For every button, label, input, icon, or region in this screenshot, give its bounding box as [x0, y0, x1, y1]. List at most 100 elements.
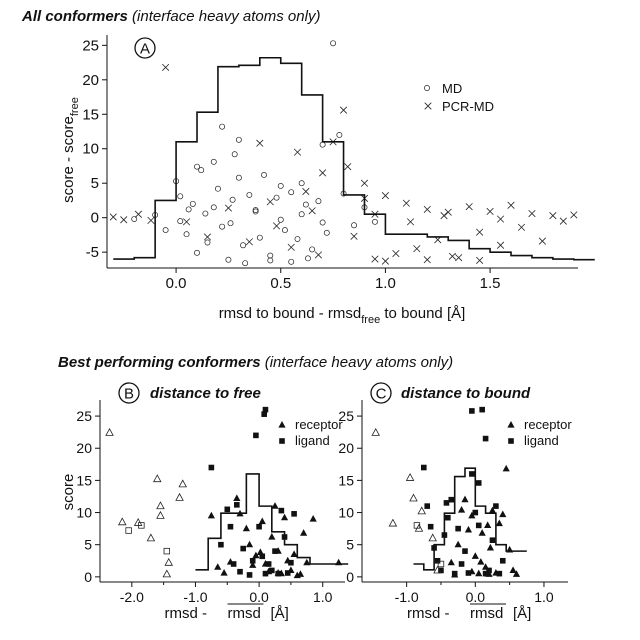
md-point	[198, 167, 205, 174]
receptor-unselected-point	[156, 510, 165, 519]
md-point	[330, 40, 337, 47]
y-tick-label: 20	[76, 440, 92, 456]
md-point	[252, 208, 259, 215]
receptor-point	[471, 552, 479, 559]
series-ligand-unselected	[125, 522, 171, 555]
pcr-md-point	[120, 216, 128, 224]
ligand-point	[508, 438, 514, 444]
x-tick-label: -1.0	[395, 589, 419, 605]
chart-panel-b: 0 5 10 15 20 25 -2.0 -1.0 0.0 1.0 B distance to fre…	[60, 382, 349, 622]
md-point	[225, 256, 232, 263]
md-point	[185, 206, 192, 213]
ligand-point	[427, 523, 434, 530]
ligand-point	[262, 406, 269, 413]
pcr-md-point	[559, 217, 567, 225]
pcr-md-point	[308, 207, 316, 215]
receptor-unselected-point	[178, 479, 188, 488]
panel-label-b-circle	[118, 382, 140, 404]
pcr-md-point	[406, 218, 415, 226]
pcr-md-point	[147, 216, 155, 225]
ligand-point	[278, 507, 285, 514]
ligand-point	[443, 500, 450, 506]
pcr-md-point	[476, 256, 484, 264]
panel-title-b: distance to free	[150, 385, 261, 402]
receptor-unselected-point	[371, 427, 381, 436]
md-point	[229, 196, 236, 203]
x-tick-label: -2.0	[120, 589, 144, 605]
receptor-point	[290, 550, 298, 557]
md-point	[194, 249, 200, 256]
receptor-point	[249, 561, 257, 568]
receptor-point	[278, 421, 286, 428]
md-point	[273, 194, 280, 201]
md-point	[315, 198, 322, 205]
y-tick-label: 20	[82, 72, 99, 89]
receptor-point	[507, 421, 515, 428]
receptor-point	[309, 514, 317, 522]
receptor-point	[464, 525, 473, 533]
md-point	[305, 255, 311, 262]
receptor-unselected-point	[428, 533, 438, 542]
receptor-point	[484, 521, 492, 529]
ligand-unselected-point	[163, 547, 171, 555]
md-point	[277, 216, 284, 223]
receptor-unselected-point	[164, 557, 174, 566]
ligand-point	[455, 525, 461, 532]
receptor-point	[512, 570, 521, 577]
receptor-unselected-point	[417, 506, 427, 515]
series-ligand-unselected	[413, 522, 445, 568]
pcr-md-point	[423, 256, 431, 264]
ligand-point	[465, 570, 472, 576]
pcr-md-point	[413, 245, 421, 253]
x-axis-label-left-c: rmsd -	[407, 605, 450, 622]
y-tick-label: 0	[91, 210, 99, 227]
receptor-unselected-point	[175, 492, 184, 501]
legend-pcr-md-label: PCR-MD	[442, 99, 494, 114]
pcr-md-point	[507, 201, 515, 209]
x-tick-label: 1.0	[313, 589, 333, 605]
pcr-md-point	[203, 233, 212, 241]
legend-receptor-label: receptor	[295, 417, 343, 432]
ligand-point	[499, 557, 506, 564]
x-tick-label: 0.0	[166, 275, 187, 292]
ligand-point	[486, 567, 492, 574]
receptor-unselected-point	[105, 427, 114, 436]
ligand-point	[259, 553, 266, 560]
md-point	[240, 242, 247, 249]
ligand-point	[479, 406, 485, 413]
y-tick-label: 20	[338, 440, 354, 456]
ligand-point	[424, 503, 431, 509]
x-tick-label: 0.0	[466, 589, 486, 605]
md-point	[214, 185, 221, 192]
panel-label-b-letter: B	[124, 386, 134, 403]
pcr-md-point	[538, 237, 546, 245]
pcr-md-point	[381, 257, 389, 265]
receptor-point	[280, 513, 289, 521]
receptor-point	[242, 524, 250, 532]
ligand-point	[262, 570, 269, 577]
x-axis-label-unit-c: [Å]	[513, 605, 531, 622]
pcr-md-point	[293, 148, 302, 156]
md-point	[210, 158, 217, 165]
pcr-md-point	[423, 205, 431, 213]
pcr-md-point	[465, 203, 473, 211]
ligand-point	[496, 570, 503, 577]
md-point	[204, 239, 211, 246]
ligand-point	[275, 570, 281, 577]
md-point	[288, 258, 295, 265]
ligand-point	[253, 432, 259, 439]
legend-ligand-label: ligand	[295, 433, 330, 448]
receptor-point	[454, 540, 462, 548]
pcr-md-point	[350, 232, 358, 240]
ligand-point	[256, 523, 262, 530]
ligand-point	[230, 561, 237, 567]
ligand-point	[227, 523, 234, 530]
ligand-point	[279, 438, 285, 444]
receptor-point	[477, 558, 485, 565]
md-point	[319, 219, 326, 226]
y-tick-label: 10	[338, 505, 354, 521]
pcr-md-point	[392, 249, 400, 258]
pcr-md-point	[440, 212, 448, 220]
ligand-point	[472, 509, 479, 516]
receptor-unselected-point	[146, 533, 156, 542]
